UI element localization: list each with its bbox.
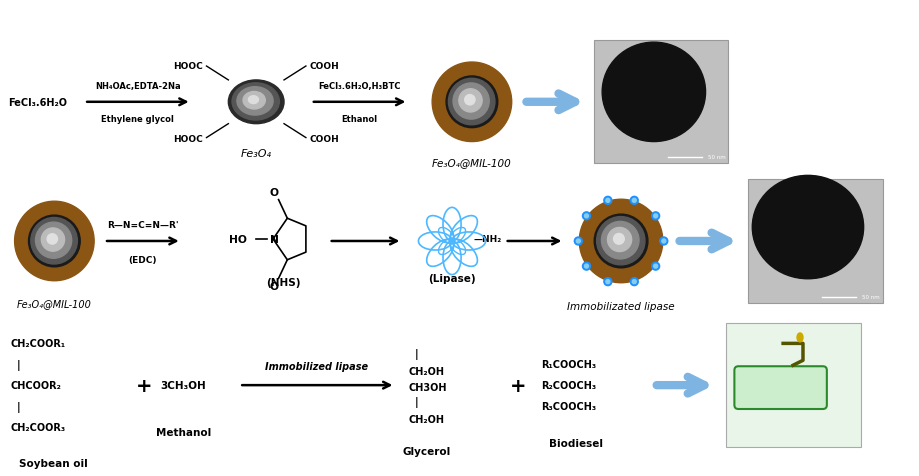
Ellipse shape — [248, 97, 258, 104]
Text: HOOC: HOOC — [173, 61, 202, 70]
Ellipse shape — [753, 176, 864, 279]
Text: R₂COOCH₃: R₂COOCH₃ — [541, 380, 596, 390]
Text: CH3OH: CH3OH — [408, 382, 447, 392]
Text: Biodiesel: Biodiesel — [550, 438, 603, 448]
Text: 3CH₃OH: 3CH₃OH — [161, 380, 207, 390]
Ellipse shape — [15, 202, 94, 281]
Ellipse shape — [47, 234, 58, 245]
Text: —NH₂: —NH₂ — [474, 235, 502, 244]
Ellipse shape — [228, 81, 284, 124]
Circle shape — [576, 239, 580, 243]
Text: Immobilizated lipase: Immobilizated lipase — [567, 301, 675, 311]
Ellipse shape — [446, 77, 498, 129]
Ellipse shape — [448, 79, 495, 126]
Circle shape — [604, 197, 612, 205]
Text: R₁COOCH₃: R₁COOCH₃ — [541, 359, 596, 369]
Ellipse shape — [602, 43, 706, 142]
Ellipse shape — [596, 217, 645, 265]
Text: Ethylene glycol: Ethylene glycol — [101, 115, 175, 123]
Text: COOH: COOH — [310, 61, 340, 70]
Circle shape — [584, 214, 588, 218]
Ellipse shape — [31, 218, 77, 265]
Circle shape — [630, 278, 638, 286]
Ellipse shape — [432, 63, 512, 142]
Ellipse shape — [459, 89, 482, 113]
Ellipse shape — [41, 228, 64, 252]
Text: COOH: COOH — [310, 135, 340, 144]
Text: 50 nm: 50 nm — [862, 294, 879, 299]
Circle shape — [632, 280, 636, 284]
Bar — [726, 324, 861, 447]
Circle shape — [662, 239, 665, 243]
Text: |: | — [414, 348, 418, 359]
Ellipse shape — [237, 88, 273, 116]
Text: (EDC): (EDC) — [129, 255, 157, 264]
Text: CH₂COOR₃: CH₂COOR₃ — [11, 422, 66, 432]
Circle shape — [583, 212, 590, 220]
Ellipse shape — [579, 200, 663, 283]
Bar — [748, 180, 882, 303]
Ellipse shape — [614, 234, 624, 245]
Text: N: N — [270, 235, 278, 245]
Ellipse shape — [607, 228, 631, 252]
Text: HOOC: HOOC — [173, 135, 202, 144]
Bar — [595, 41, 729, 164]
Text: HO: HO — [229, 235, 247, 245]
Ellipse shape — [243, 92, 266, 110]
Text: Fe₃O₄@MIL-100: Fe₃O₄@MIL-100 — [432, 158, 512, 168]
Circle shape — [660, 238, 668, 246]
Circle shape — [653, 265, 658, 268]
Text: CH₂OH: CH₂OH — [408, 414, 444, 424]
Ellipse shape — [36, 223, 72, 259]
Ellipse shape — [797, 333, 803, 342]
Text: (NHS): (NHS) — [266, 277, 301, 287]
Text: Immobilized lipase: Immobilized lipase — [266, 361, 369, 371]
Text: 50 nm: 50 nm — [708, 155, 725, 160]
Text: CH₂OH: CH₂OH — [408, 366, 444, 376]
Circle shape — [584, 265, 588, 268]
Text: |: | — [17, 401, 20, 412]
Text: Glycerol: Glycerol — [403, 446, 450, 456]
Circle shape — [606, 280, 610, 284]
Text: (Lipase): (Lipase) — [428, 273, 476, 283]
Text: Methanol: Methanol — [156, 427, 211, 437]
Ellipse shape — [601, 222, 639, 259]
Text: FeCl₃.6H₂O,H₃BTC: FeCl₃.6H₂O,H₃BTC — [318, 82, 401, 90]
Circle shape — [604, 278, 612, 286]
Circle shape — [583, 263, 590, 270]
Ellipse shape — [453, 84, 489, 120]
Text: Fe₃O₄@MIL-100: Fe₃O₄@MIL-100 — [17, 298, 92, 308]
Circle shape — [652, 212, 660, 220]
Text: Fe₃O₄: Fe₃O₄ — [241, 148, 272, 158]
Circle shape — [630, 197, 638, 205]
Text: O: O — [269, 281, 278, 291]
Text: R₃COOCH₃: R₃COOCH₃ — [541, 401, 596, 411]
Circle shape — [653, 214, 658, 218]
Text: NH₄OAc,EDTA-2Na: NH₄OAc,EDTA-2Na — [95, 82, 181, 90]
Ellipse shape — [232, 84, 279, 121]
Text: +: + — [136, 376, 153, 395]
Circle shape — [574, 238, 583, 246]
Text: O: O — [269, 188, 278, 198]
Circle shape — [652, 263, 660, 270]
Ellipse shape — [595, 215, 648, 268]
Text: |: | — [17, 359, 20, 370]
FancyBboxPatch shape — [734, 367, 827, 409]
Circle shape — [606, 199, 610, 203]
Ellipse shape — [28, 216, 80, 267]
Text: +: + — [509, 376, 526, 395]
Ellipse shape — [465, 95, 475, 106]
Text: R—N=C=N—R': R—N=C=N—R' — [107, 220, 178, 229]
Text: CHCOOR₂: CHCOOR₂ — [11, 380, 62, 390]
Text: FeCl₃.6H₂O: FeCl₃.6H₂O — [7, 98, 67, 108]
Text: Ethanol: Ethanol — [342, 115, 378, 123]
Text: Soybean oil: Soybean oil — [18, 458, 87, 468]
Circle shape — [632, 199, 636, 203]
Text: CH₂COOR₁: CH₂COOR₁ — [11, 338, 66, 348]
Text: |: | — [414, 397, 418, 407]
